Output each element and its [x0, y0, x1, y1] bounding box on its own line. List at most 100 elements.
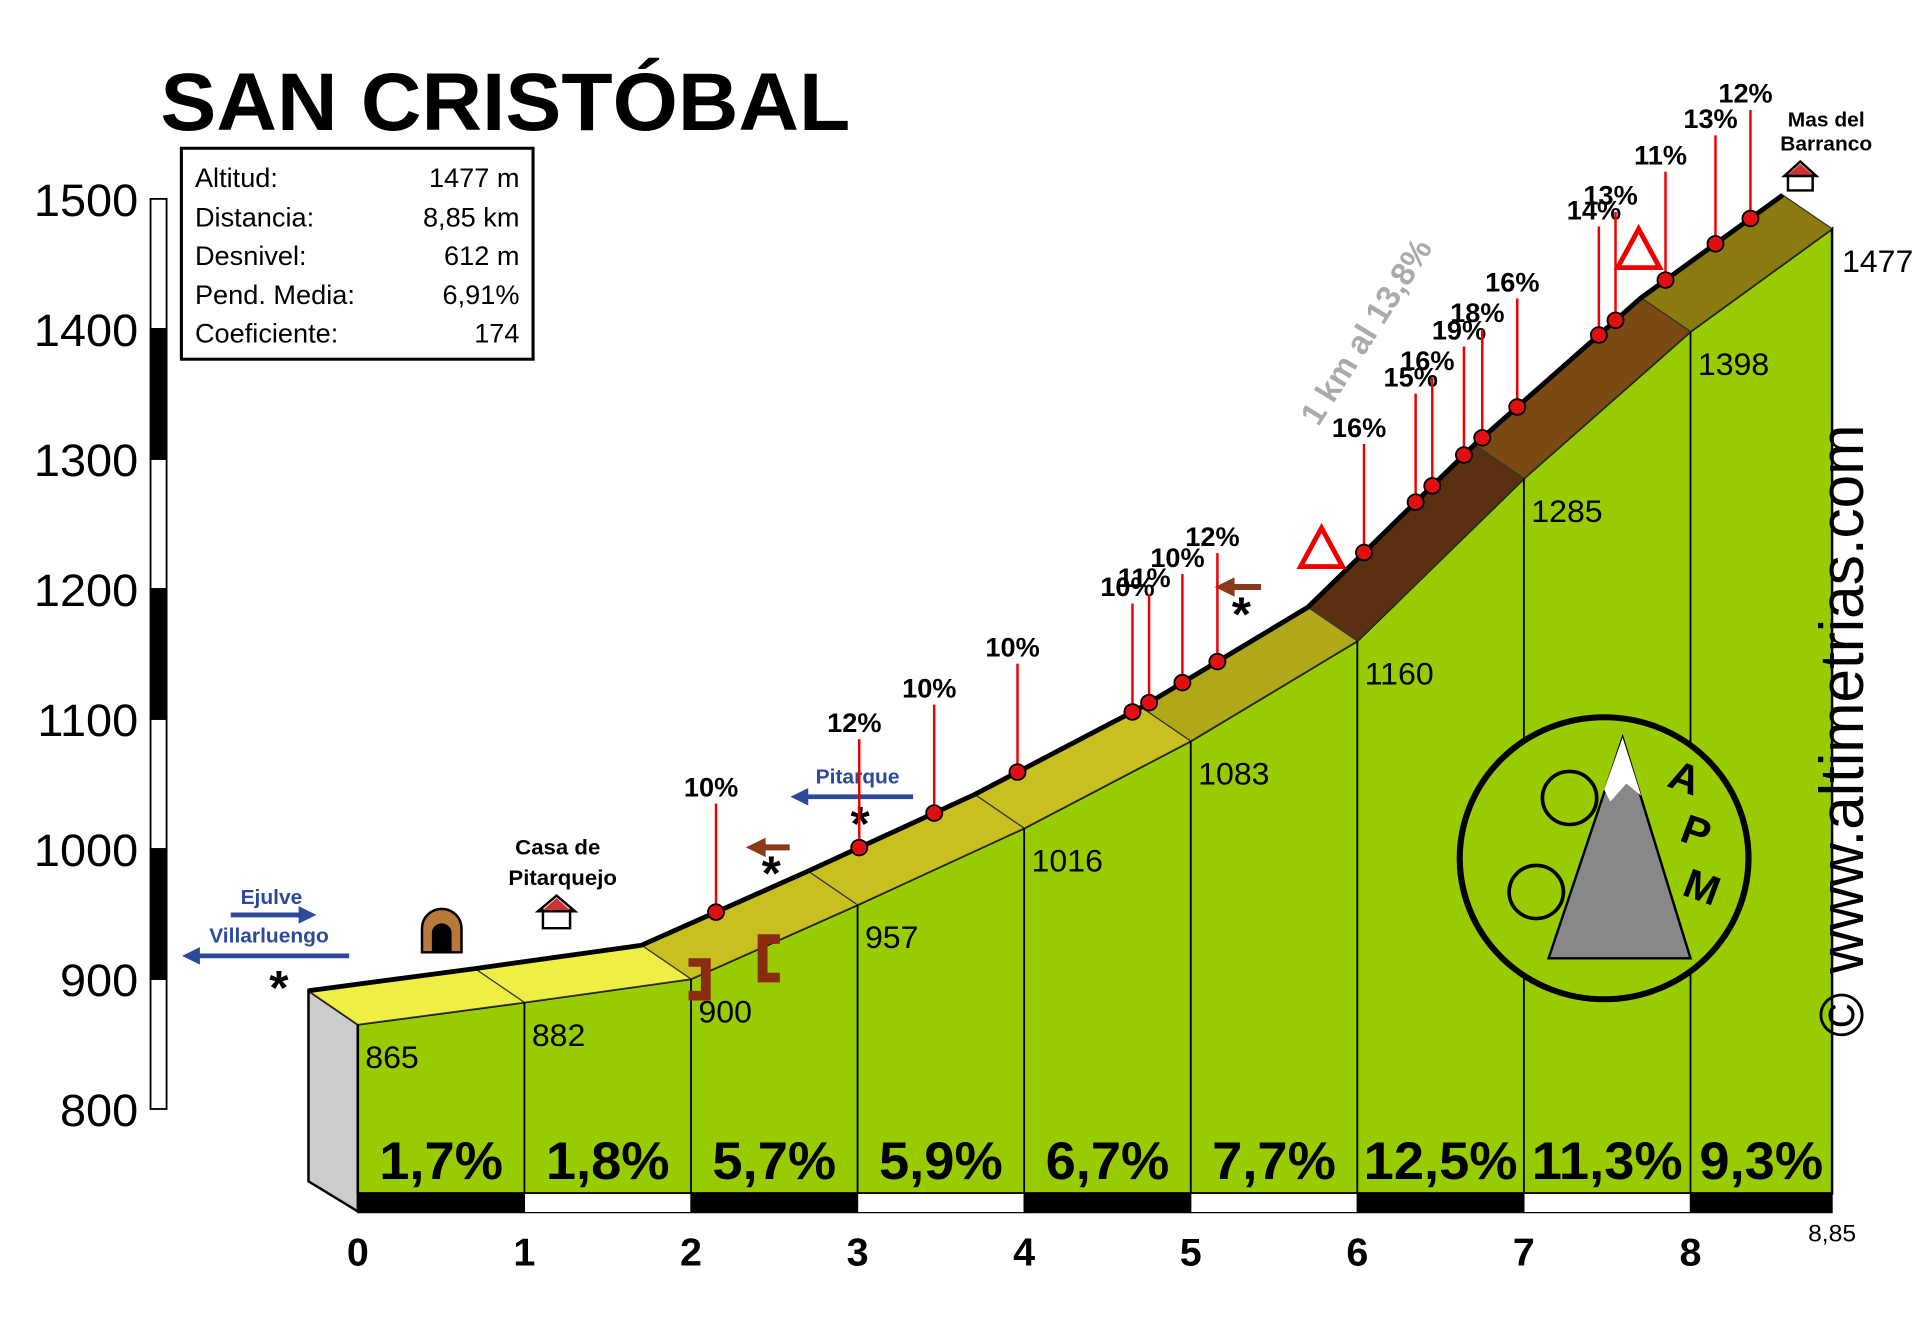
overlay: 10%12%10%10%10%11%10%12%16%15%16%19%18%1…: [684, 79, 1773, 921]
altitude-label: 865: [365, 1039, 419, 1075]
y-tick-label: 1200: [34, 564, 138, 615]
house-roof: [542, 898, 571, 911]
x-tick-label: 2: [680, 1232, 702, 1274]
scale-band: [149, 327, 168, 460]
ramp-label: 14%: [1567, 196, 1621, 226]
x-tick-label: 5: [1180, 1232, 1202, 1274]
km-strip: [1523, 1192, 1692, 1214]
km-strip: [1023, 1192, 1192, 1214]
segment-gradient: 5,9%: [879, 1131, 1003, 1190]
ramp-marker: [1508, 398, 1527, 416]
y-tick-label: 1100: [37, 694, 138, 745]
x-tick-label: 7: [1513, 1232, 1535, 1274]
altitude-label: 1398: [1698, 346, 1769, 382]
segment-gradient: 9,3%: [1699, 1131, 1823, 1190]
y-tick-label: 1500: [34, 174, 138, 225]
scale-band: [149, 458, 168, 590]
ramp-marker: [1355, 543, 1373, 562]
info-label: Desnivel:: [195, 241, 307, 271]
info-value: 174: [474, 319, 519, 349]
ramp-label: 15%: [1384, 363, 1438, 393]
logo-wheel: [1507, 863, 1566, 921]
ramp-marker: [1208, 652, 1227, 671]
ramp-marker: [1706, 235, 1725, 253]
ramp-marker: [707, 903, 725, 921]
star-mark: *: [1232, 588, 1251, 641]
segment-gradient: 12,5%: [1364, 1131, 1518, 1190]
ramp-label: 18%: [1450, 298, 1504, 328]
altitude-label: 1160: [1365, 656, 1434, 692]
scale-band: [149, 718, 168, 850]
km-strip: [1190, 1192, 1358, 1214]
logo-snow: [1604, 737, 1642, 802]
altitude-label: 1285: [1531, 493, 1602, 529]
km-strip: [690, 1192, 859, 1214]
segment-gradient: 1,8%: [546, 1131, 670, 1190]
km-strip: [357, 1192, 526, 1214]
ramp-label: 11%: [1634, 141, 1687, 171]
km-strip: [1689, 1192, 1833, 1214]
scale-band: [149, 978, 168, 1110]
x-tick-label: 1: [513, 1232, 535, 1274]
segment-gradient: 11,3%: [1532, 1131, 1683, 1190]
info-label: Coeficiente:: [195, 319, 338, 349]
altitude-label: 882: [532, 1017, 586, 1053]
ramp-marker: [1656, 271, 1675, 289]
info-value: 1477 m: [429, 163, 520, 193]
turn-arrow: [745, 837, 790, 858]
ramp-marker: [1454, 446, 1473, 464]
website: www.altimetrias.com: [1808, 425, 1877, 975]
turn-arrow: [1214, 577, 1262, 597]
segment-gradient: 1,7%: [379, 1131, 503, 1190]
ramp-marker: [1123, 703, 1142, 721]
ramp-marker: [850, 838, 869, 857]
info-label: Distancia:: [195, 203, 314, 233]
x-tick-label: 6: [1346, 1232, 1368, 1274]
ramp-label: 12%: [1185, 522, 1239, 552]
altitude-label: 957: [865, 920, 919, 956]
y-tick-label: 900: [60, 954, 138, 1005]
y-tick-label: 800: [60, 1084, 138, 1135]
ramp-marker: [925, 804, 944, 822]
ramp-label: 12%: [827, 708, 881, 738]
logo-wheel: [1540, 769, 1599, 827]
info-value: 6,91%: [443, 280, 520, 310]
ramp-marker: [1406, 493, 1425, 511]
logo: A P M: [1456, 714, 1752, 1003]
bridge-icon: [688, 934, 780, 1001]
segment-gradient: 7,7%: [1212, 1131, 1336, 1190]
ramp-label: 13%: [1683, 104, 1737, 134]
star-mark: *: [269, 962, 288, 1015]
info-label: Pend. Media:: [195, 280, 355, 310]
ramp-label: 10%: [985, 633, 1039, 663]
ramp-marker: [1173, 673, 1192, 692]
ramp-label: 16%: [1332, 413, 1386, 443]
ramp-label: 10%: [1100, 573, 1154, 603]
ramp-marker: [1140, 693, 1159, 712]
km-strip: [523, 1192, 692, 1214]
copyright: ©: [1808, 993, 1877, 1037]
direction-label: Villarluengo: [209, 925, 329, 948]
km-strip: [856, 1192, 1025, 1214]
direction-arrow: [182, 947, 350, 965]
ramp-label: 12%: [1718, 79, 1772, 109]
direction-label: Pitarque: [816, 766, 900, 789]
place-label: Mas del: [1788, 109, 1865, 132]
direction-arrow: [230, 906, 317, 924]
chart-title: SAN CRISTÓBAL: [160, 56, 850, 148]
altitude-label: 1083: [1198, 756, 1269, 792]
ramp-marker: [1008, 763, 1027, 781]
info-value: 8,85 km: [423, 203, 520, 233]
tunnel-icon: [431, 923, 452, 953]
info-box: Altitud: 1477 m Distancia: 8,85 km Desni…: [179, 146, 535, 361]
scale-band: [149, 197, 168, 330]
y-tick-label: 1400: [34, 304, 138, 355]
x-tick-label: 3: [847, 1232, 869, 1274]
annotation: 1 km al 13,8%: [1293, 232, 1440, 431]
altitude-label: 1477: [1842, 244, 1913, 280]
ramp-label: 10%: [902, 674, 956, 704]
place-label: Pitarquejo: [508, 865, 617, 890]
ramp-label: 10%: [1150, 543, 1204, 573]
warning-sign: [1613, 223, 1664, 271]
house-roof: [1787, 163, 1813, 175]
